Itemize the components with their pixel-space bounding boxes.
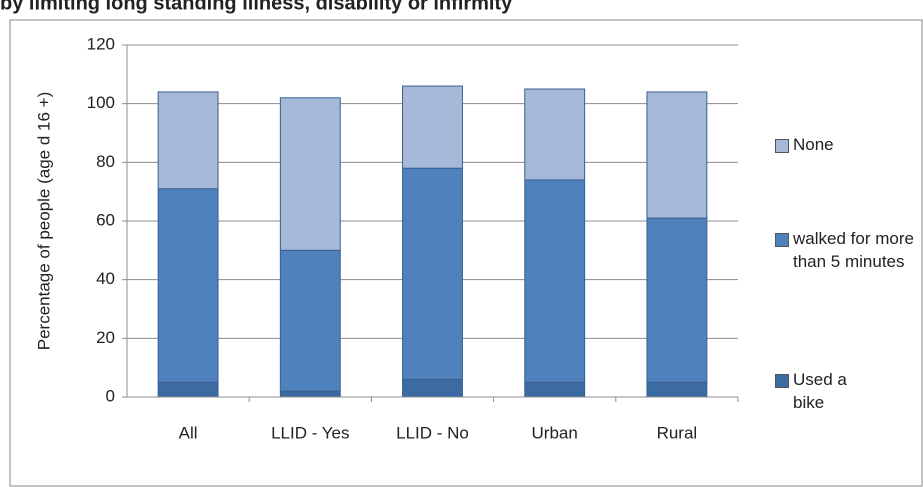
y-tick-label: 20 bbox=[96, 328, 115, 347]
bar-segment bbox=[524, 381, 586, 398]
bar-segment bbox=[646, 91, 708, 219]
x-tick-label: LLID - Yes bbox=[271, 423, 349, 442]
bar-segment bbox=[524, 88, 586, 181]
x-tick-label: LLID - No bbox=[396, 423, 469, 442]
chart-title: by limiting long standing illness, disab… bbox=[0, 0, 513, 14]
y-tick-label: 40 bbox=[96, 269, 115, 288]
legend-swatch bbox=[775, 233, 789, 247]
chart-frame bbox=[9, 19, 923, 487]
legend-label: Used a bike bbox=[793, 370, 847, 412]
bar-segment bbox=[402, 85, 463, 169]
bar-segment bbox=[279, 97, 341, 251]
bar-segment bbox=[646, 217, 708, 383]
y-tick-label: 120 bbox=[87, 34, 115, 53]
y-tick-label: 100 bbox=[87, 93, 115, 112]
bar-segment bbox=[279, 390, 341, 398]
bar-segment bbox=[402, 167, 463, 380]
bar-segment bbox=[646, 381, 708, 398]
y-tick-label: 80 bbox=[96, 152, 115, 171]
bar-segment bbox=[402, 378, 463, 398]
bar-segment bbox=[524, 179, 586, 383]
x-tick-label: Rural bbox=[657, 423, 698, 442]
y-tick-label: 60 bbox=[96, 210, 115, 229]
y-axis-title: Percentage of people (age d 16 +) bbox=[34, 92, 53, 351]
bar-segment bbox=[157, 188, 219, 383]
x-tick-label: All bbox=[179, 423, 198, 442]
bar-segment bbox=[157, 91, 219, 190]
bar-segment bbox=[279, 249, 341, 392]
legend-swatch bbox=[775, 374, 789, 388]
legend-swatch bbox=[775, 139, 789, 153]
legend-label: None bbox=[793, 135, 834, 154]
x-tick-label: Urban bbox=[532, 423, 578, 442]
bar-segment bbox=[157, 381, 219, 398]
legend-label: walked for more than 5 minutes bbox=[793, 229, 914, 271]
y-tick-label: 0 bbox=[106, 386, 115, 405]
